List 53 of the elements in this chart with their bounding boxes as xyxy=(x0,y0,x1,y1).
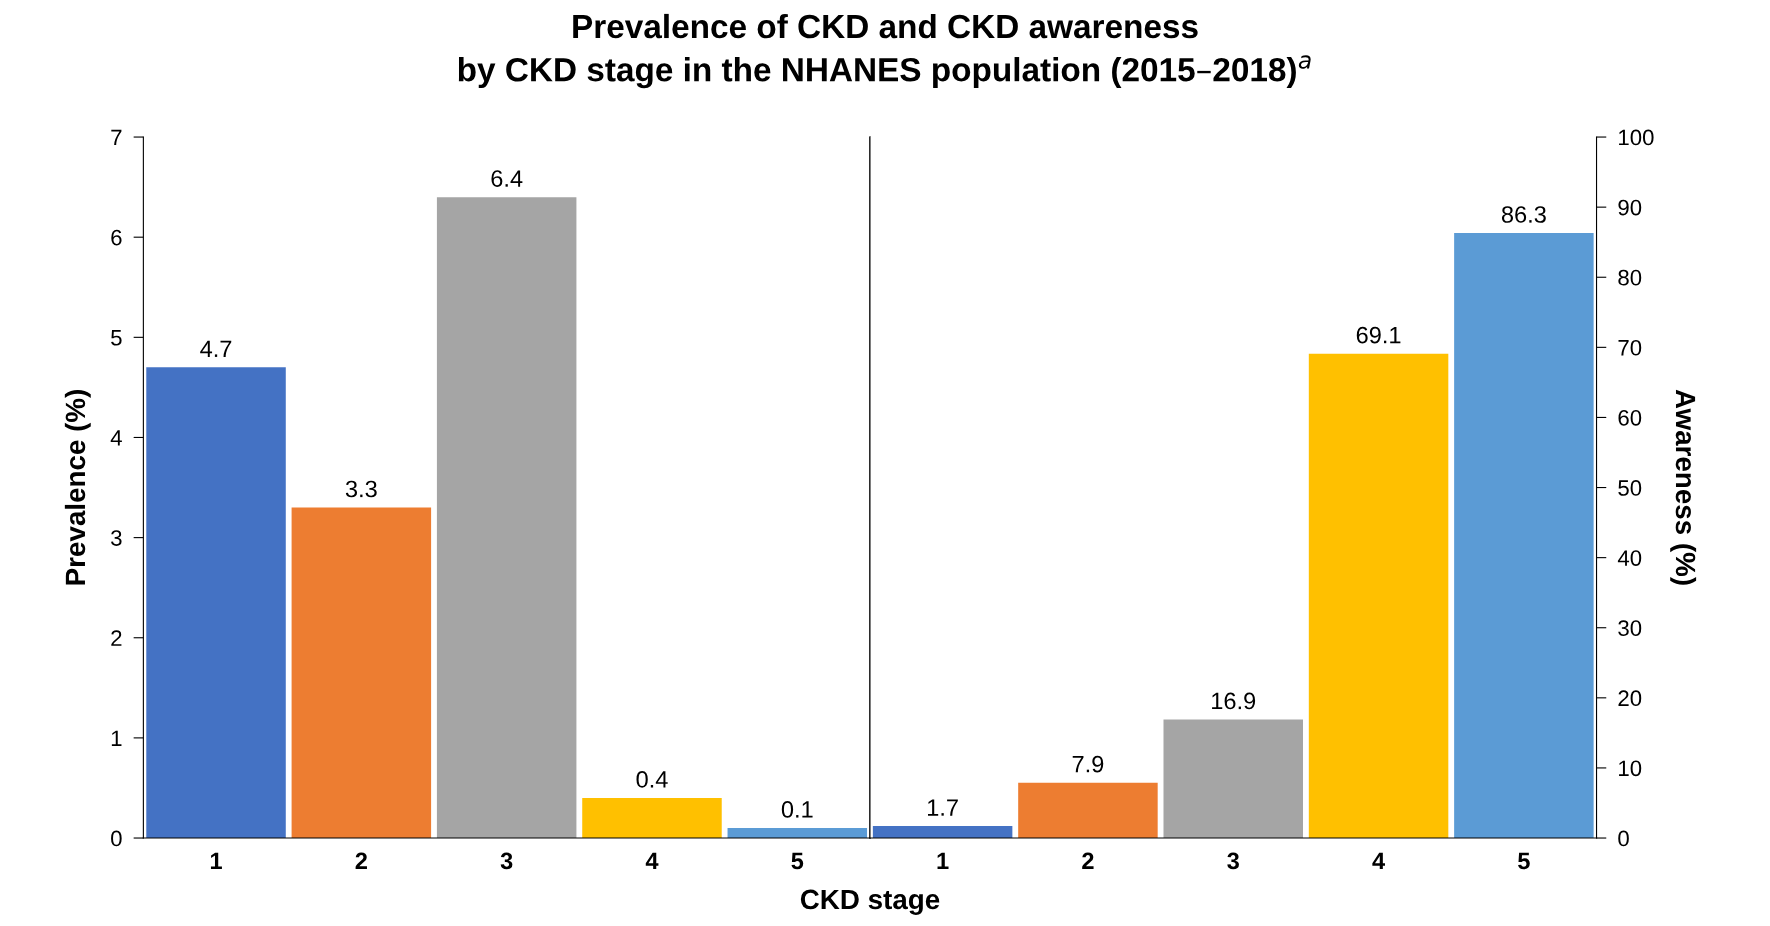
data-label: 0.1 xyxy=(781,801,813,818)
x-tick-label: 3 xyxy=(1227,852,1239,870)
data-label: 16.9 xyxy=(1212,692,1256,710)
y-tick-label: 7 xyxy=(111,129,122,146)
bar xyxy=(291,507,432,839)
bar xyxy=(146,367,286,839)
y-tick-label: 6 xyxy=(111,229,122,246)
chart-title: Prevalence of CKD and CKD awareness by CKD stage in the NHANES population (2015–2018)$^{a}$ xyxy=(458,13,1311,89)
data-label: 3.3 xyxy=(345,480,377,498)
y-tick-label: 0 xyxy=(111,830,122,847)
data-label: 86.3 xyxy=(1501,206,1546,223)
data-label: 0.4 xyxy=(636,771,668,788)
bar xyxy=(1018,782,1158,839)
bar xyxy=(872,826,1013,839)
y2-tick-label: 0 xyxy=(1618,830,1629,847)
x-tick-label: 3 xyxy=(500,852,513,870)
data-label: 7.9 xyxy=(1072,755,1104,773)
x-tick-label: 2 xyxy=(1082,852,1094,870)
x-axis-title: CKD stage xyxy=(800,889,940,915)
data-label: 1.7 xyxy=(928,799,958,816)
y2-tick-label: 80 xyxy=(1618,269,1642,286)
bar xyxy=(1308,353,1449,839)
y-axis-title: Prevalence (%) xyxy=(64,390,91,585)
y-tick-label: 5 xyxy=(111,330,122,346)
y2-tick-label: 100 xyxy=(1619,129,1654,146)
bar xyxy=(582,797,722,839)
y2-tick-label: 10 xyxy=(1619,760,1642,777)
y2-tick-label: 50 xyxy=(1618,480,1642,496)
y2-tick-label: 70 xyxy=(1618,339,1642,356)
bar xyxy=(1163,719,1303,839)
y-tick-label: 1 xyxy=(111,730,122,746)
bar xyxy=(727,828,868,839)
y2-tick-label: 30 xyxy=(1618,620,1642,637)
x-tick-label: 2 xyxy=(355,852,367,870)
y2-tick-label: 40 xyxy=(1617,550,1642,566)
bar xyxy=(1454,233,1594,839)
y-tick-label: 3 xyxy=(111,530,122,546)
x-tick-label: 1 xyxy=(937,852,949,870)
x-tick-label: 5 xyxy=(1518,852,1530,870)
y-tick-label: 2 xyxy=(111,630,122,646)
data-label: 69.1 xyxy=(1356,326,1401,344)
y2-tick-label: 20 xyxy=(1618,690,1642,707)
data-label: 4.7 xyxy=(200,340,232,357)
y-tick-label: 4 xyxy=(110,430,122,446)
data-label: 6.4 xyxy=(491,170,523,187)
bar xyxy=(436,197,577,839)
y2-axis-title: Awareness (%) xyxy=(1670,389,1697,585)
y2-tick-label: 60 xyxy=(1618,409,1642,426)
y2-tick-label: 90 xyxy=(1618,199,1642,216)
x-tick-label: 4 xyxy=(1372,852,1385,870)
x-tick-label: 4 xyxy=(645,852,659,870)
x-tick-label: 1 xyxy=(210,852,222,870)
x-tick-label: 5 xyxy=(791,852,804,870)
